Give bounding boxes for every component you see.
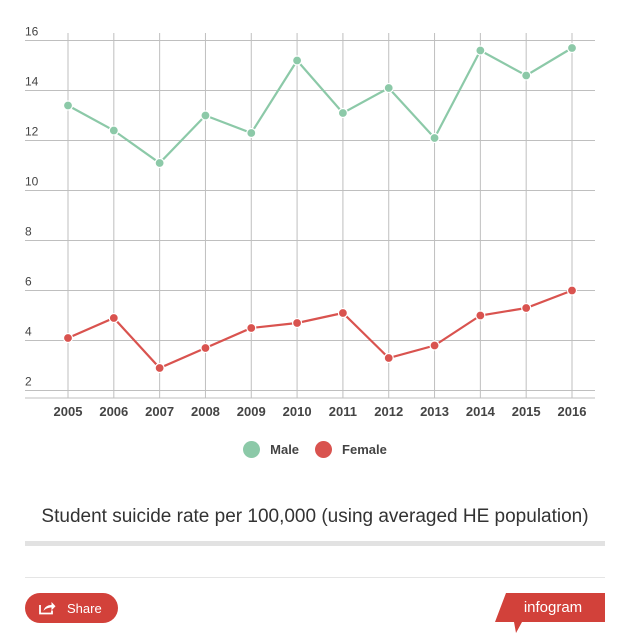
legend-item-male[interactable]: Male <box>243 441 299 458</box>
legend-item-female[interactable]: Female <box>315 441 387 458</box>
data-point-male[interactable] <box>566 42 578 54</box>
series-line-male <box>67 47 573 165</box>
data-point-female[interactable] <box>291 317 303 329</box>
share-label: Share <box>67 600 102 616</box>
x-tick-label: 2014 <box>466 404 496 419</box>
chart-grid <box>25 33 595 399</box>
data-point-female[interactable] <box>429 340 440 351</box>
footer-divider <box>25 577 605 578</box>
data-point-female[interactable] <box>475 310 486 321</box>
y-tick-label: 16 <box>25 25 39 39</box>
chart-legend: Male Female <box>0 441 630 458</box>
legend-swatch-male <box>243 441 261 458</box>
chart-title: Student suicide rate per 100,000 (using … <box>41 506 589 527</box>
legend-swatch-female <box>315 441 333 458</box>
share-icon <box>39 601 56 615</box>
series-points <box>62 42 578 374</box>
data-point-male[interactable] <box>108 125 119 136</box>
data-point-female[interactable] <box>108 312 119 324</box>
y-tick-label: 2 <box>25 375 32 389</box>
y-axis-labels: 2 4 6 8 10 12 14 16 <box>25 25 39 389</box>
x-tick-label: 2010 <box>283 404 312 419</box>
series-line-female <box>67 289 573 370</box>
y-tick-label: 8 <box>25 225 32 239</box>
x-tick-label: 2015 <box>512 404 541 419</box>
y-tick-label: 4 <box>25 325 32 339</box>
data-point-male[interactable] <box>291 55 303 66</box>
y-tick-label: 14 <box>25 75 39 89</box>
y-tick-label: 10 <box>25 175 39 189</box>
series-lines <box>67 47 573 370</box>
x-tick-label: 2016 <box>558 404 587 419</box>
data-point-female[interactable] <box>154 362 165 374</box>
x-tick-label: 2006 <box>99 404 128 419</box>
x-tick-label: 2005 <box>54 404 83 419</box>
legend-label-male: Male <box>270 442 300 457</box>
y-tick-label: 6 <box>25 275 32 289</box>
data-point-female[interactable] <box>521 302 532 314</box>
data-point-male[interactable] <box>154 157 165 169</box>
data-point-male[interactable] <box>62 100 74 111</box>
data-point-male[interactable] <box>337 107 349 119</box>
x-axis-labels: 2005 2006 2007 2008 2009 2010 2011 2012 2013 2014… <box>54 404 587 419</box>
data-point-female[interactable] <box>246 322 257 334</box>
data-point-male[interactable] <box>429 132 440 144</box>
data-point-female[interactable] <box>62 332 74 344</box>
brand-label: infogram <box>524 599 582 616</box>
caption-divider <box>25 541 605 546</box>
data-point-male[interactable] <box>521 70 532 81</box>
data-point-female[interactable] <box>200 342 211 354</box>
x-tick-label: 2009 <box>237 404 266 419</box>
share-button[interactable]: Share <box>25 593 118 623</box>
infogram-logo[interactable]: infogram <box>494 593 606 640</box>
x-tick-label: 2013 <box>420 404 449 419</box>
data-point-male[interactable] <box>246 127 257 139</box>
legend-label-female: Female <box>342 442 387 457</box>
x-tick-label: 2012 <box>374 404 403 419</box>
y-tick-label: 12 <box>25 125 39 139</box>
data-point-male[interactable] <box>200 110 211 121</box>
line-chart: 2 4 6 8 10 12 14 16 2005 2006 2007 2008 2009 2010 201… <box>25 25 595 419</box>
x-tick-label: 2007 <box>145 404 174 419</box>
x-tick-label: 2008 <box>191 404 220 419</box>
data-point-male[interactable] <box>475 45 486 56</box>
data-point-male[interactable] <box>383 82 394 94</box>
data-point-female[interactable] <box>337 307 349 319</box>
data-point-female[interactable] <box>383 352 394 364</box>
x-tick-label: 2011 <box>329 404 357 419</box>
data-point-female[interactable] <box>566 285 578 296</box>
